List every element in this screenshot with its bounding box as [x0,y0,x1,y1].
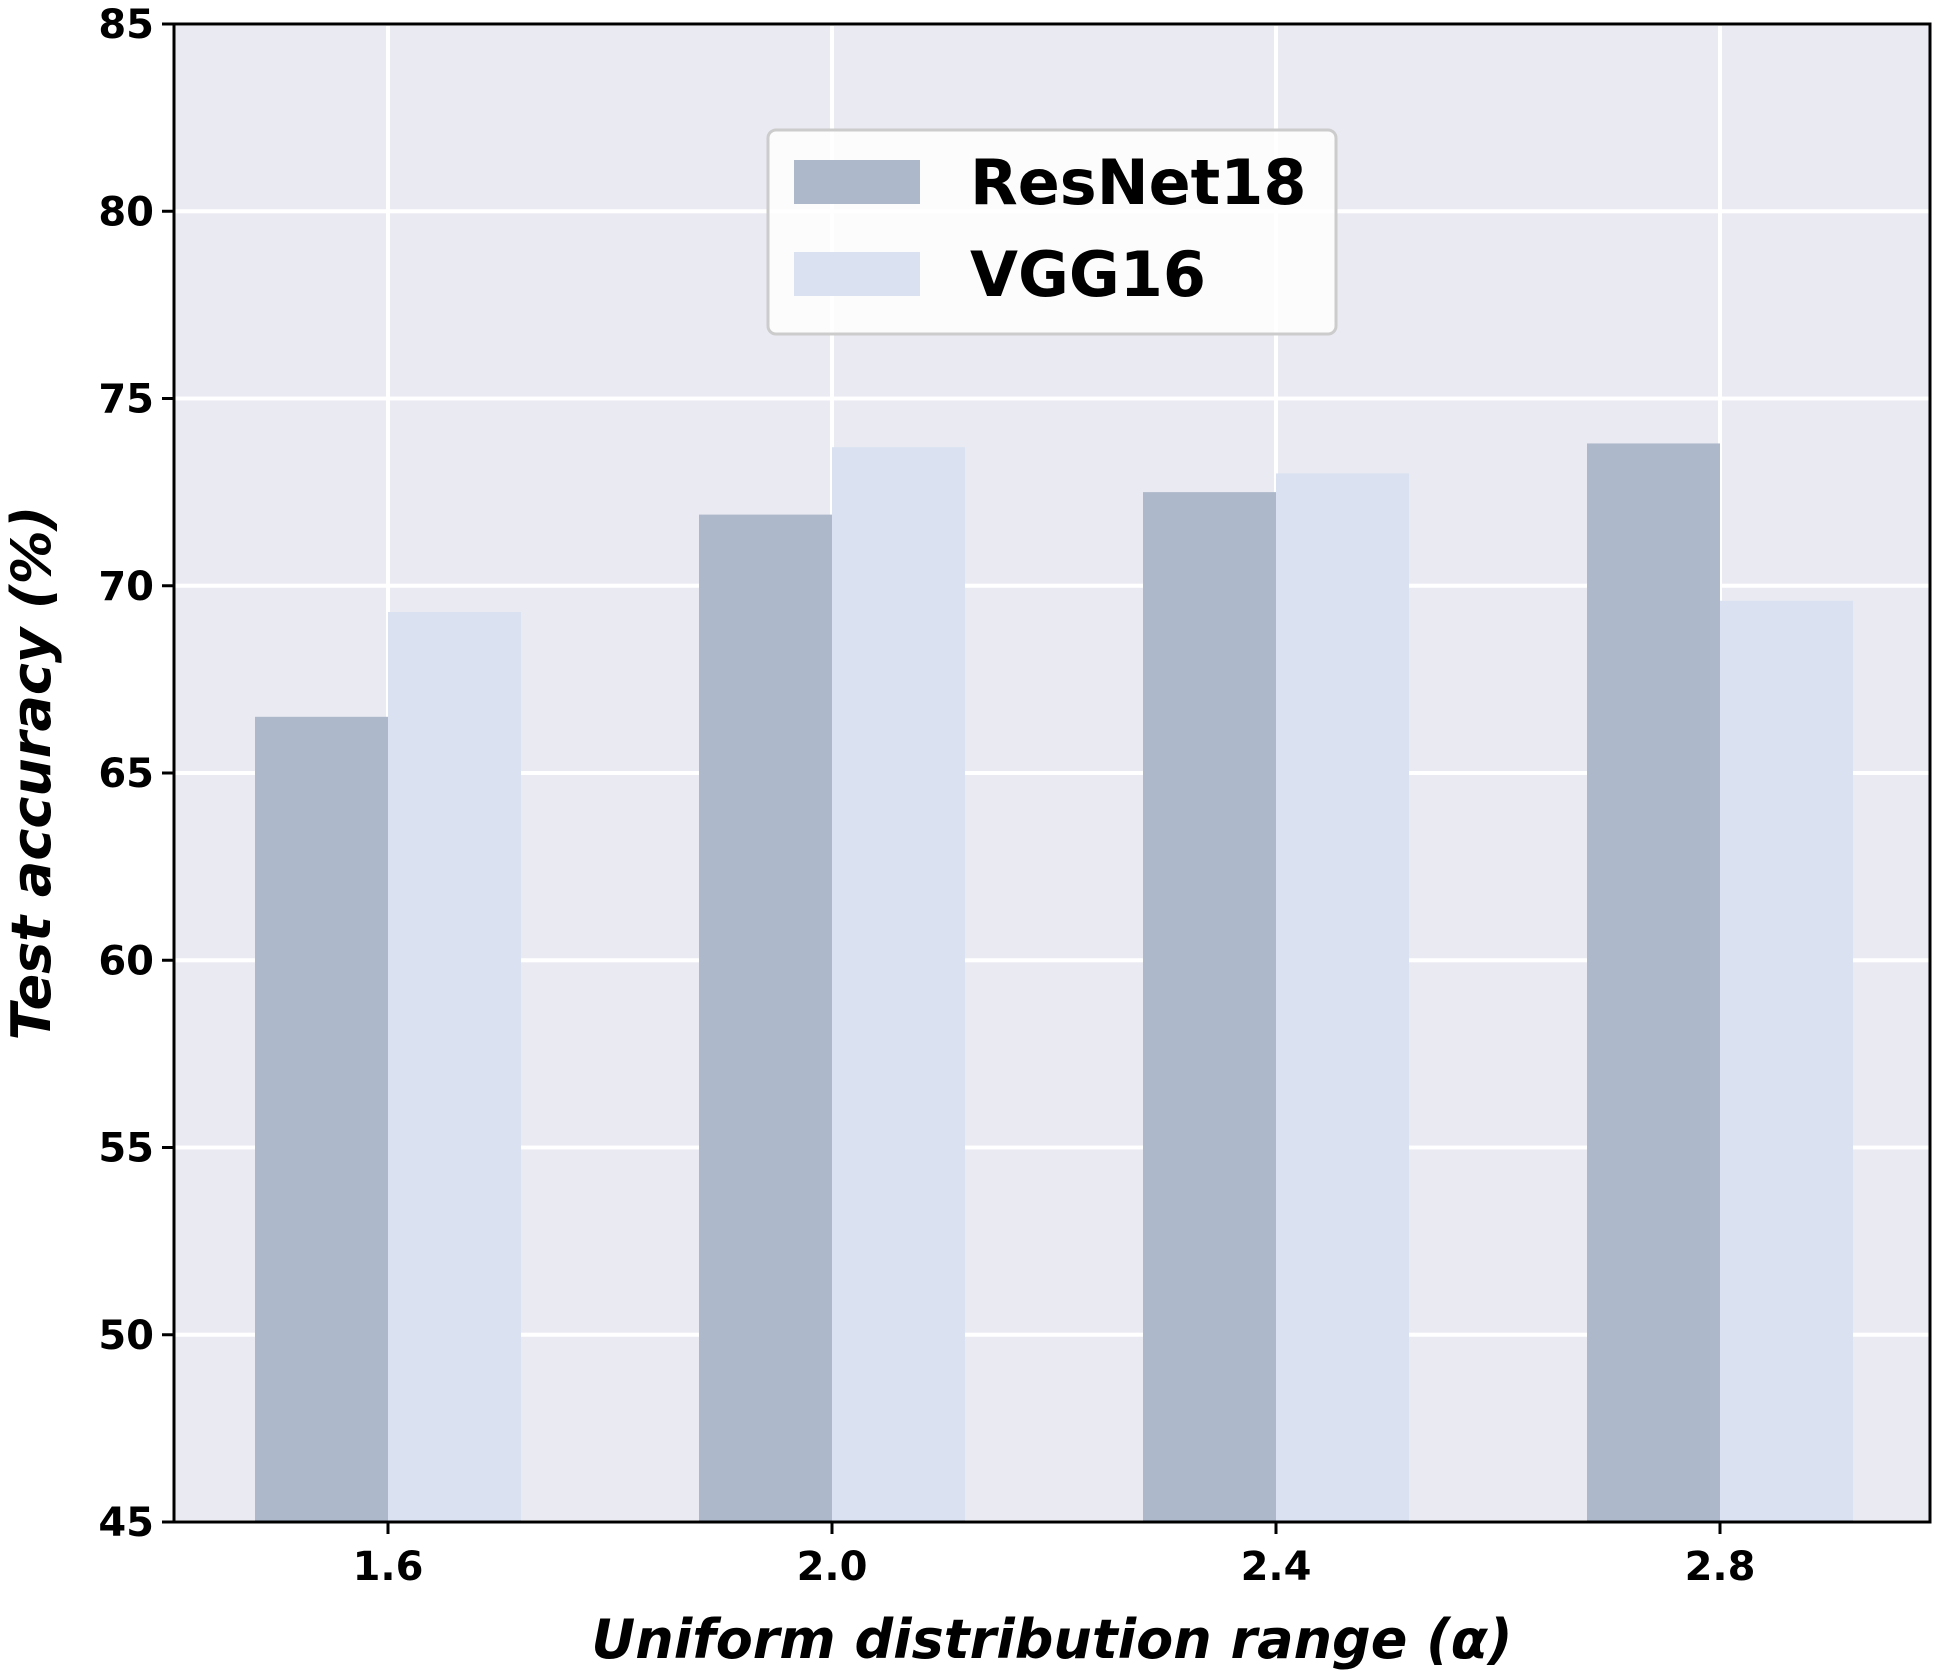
bar-resnet18-1.6 [255,716,388,1522]
bar-resnet18-2.0 [699,514,832,1522]
y-tick-label: 60 [98,938,154,984]
bar-resnet18-2.4 [1143,492,1276,1522]
x-tick-label: 2.0 [797,1544,868,1590]
y-tick-label: 65 [98,751,154,797]
y-tick-label: 50 [98,1313,154,1359]
bars [255,443,1853,1523]
x-tick-label: 1.6 [353,1544,424,1590]
bar-resnet18-2.8 [1587,443,1720,1523]
y-axis-title: Test accuracy (%) [0,506,63,1041]
y-tick-label: 70 [98,564,154,610]
x-tick-label: 2.8 [1685,1544,1756,1590]
legend: ResNet18 VGG16 [766,128,1338,336]
legend-label-vgg16: VGG16 [970,238,1206,311]
bar-vgg16-2.8 [1720,600,1853,1522]
y-tick-label: 45 [98,1500,154,1546]
y-axis: 45 50 55 60 65 70 75 80 85 [98,2,174,1546]
legend-swatch-resnet18 [794,160,920,204]
y-tick-label: 85 [98,2,154,48]
x-axis: 1.6 2.0 2.4 2.8 [353,1522,1756,1590]
y-tick-label: 75 [98,377,154,423]
bar-vgg16-2.4 [1276,473,1409,1522]
legend-swatch-vgg16 [794,252,920,296]
y-tick-label: 80 [98,189,154,235]
x-tick-label: 2.4 [1241,1544,1312,1590]
legend-label-resnet18: ResNet18 [970,146,1307,219]
bar-vgg16-2.0 [832,447,965,1522]
x-axis-title: Uniform distribution range (α) [591,1608,1512,1670]
bar-vgg16-1.6 [388,611,521,1522]
y-tick-label: 55 [98,1126,154,1172]
